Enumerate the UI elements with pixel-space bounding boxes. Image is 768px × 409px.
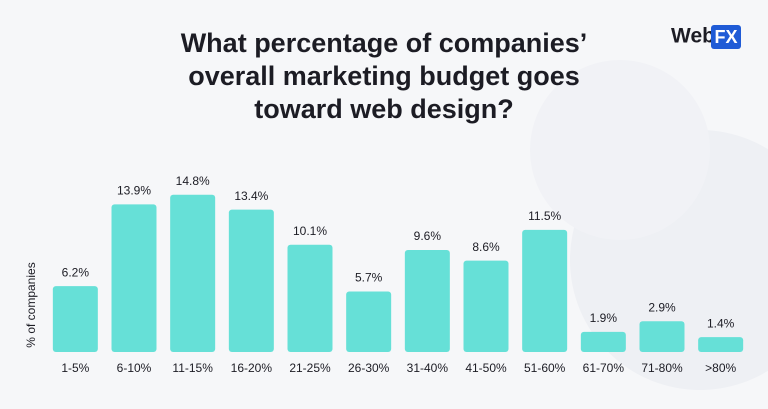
bar	[346, 291, 392, 352]
value-label: 14.8%	[176, 174, 210, 188]
value-label: 5.7%	[355, 271, 383, 285]
value-label: 11.5%	[528, 209, 561, 223]
decor-blob	[530, 60, 710, 240]
bar	[52, 286, 98, 352]
x-tick-label: 41-50%	[465, 361, 507, 375]
x-tick-label: 51-60%	[524, 361, 566, 375]
x-tick-label: 1-5%	[61, 361, 89, 375]
bar	[404, 250, 450, 352]
bar	[580, 331, 626, 352]
x-tick-label: >80%	[705, 361, 736, 375]
value-label: 13.4%	[234, 189, 268, 203]
value-label: 13.9%	[117, 183, 151, 197]
bar	[111, 204, 157, 352]
bar	[228, 209, 274, 352]
x-tick-label: 6-10%	[117, 361, 152, 375]
chart-title: overall marketing budget goes	[188, 61, 580, 91]
bar	[287, 244, 333, 352]
chart-title: toward web design?	[254, 94, 514, 124]
x-tick-label: 61-70%	[583, 361, 625, 375]
bar	[698, 337, 744, 352]
logo-badge	[711, 25, 741, 49]
x-tick-label: 31-40%	[407, 361, 449, 375]
bar	[463, 260, 509, 352]
value-label: 9.6%	[414, 229, 442, 243]
value-label: 8.6%	[472, 240, 500, 254]
x-tick-label: 21-25%	[289, 361, 331, 375]
bar	[522, 229, 568, 352]
logo-badge-text: FX	[714, 27, 737, 47]
x-tick-label: 11-15%	[172, 361, 213, 375]
value-label: 10.1%	[293, 224, 327, 238]
x-tick-label: 16-20%	[231, 361, 273, 375]
value-label: 1.4%	[707, 316, 735, 330]
x-tick-label: 71-80%	[641, 361, 683, 375]
bar	[639, 321, 685, 352]
value-label: 6.2%	[62, 265, 90, 279]
chart-title: What percentage of companies’	[181, 28, 588, 58]
logo-word: Web	[671, 25, 715, 48]
value-label: 1.9%	[590, 311, 618, 325]
y-axis-label: % of companies	[24, 262, 38, 347]
x-tick-label: 26-30%	[348, 361, 390, 375]
value-label: 2.9%	[648, 300, 676, 314]
bar	[170, 194, 216, 352]
